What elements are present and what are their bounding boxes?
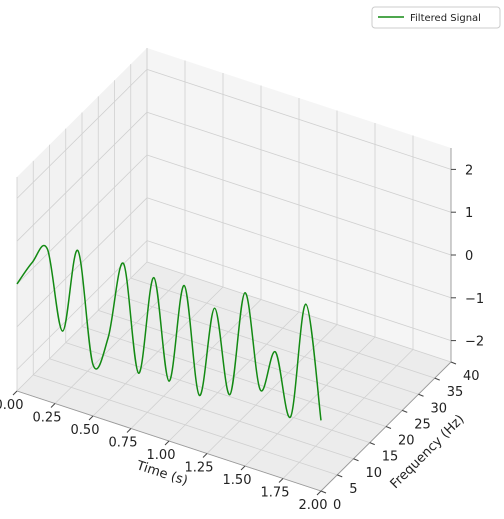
x-tick-mark bbox=[126, 428, 132, 433]
y-tick-mark bbox=[418, 393, 424, 397]
y-tick-mark bbox=[385, 426, 392, 429]
x-tick-label: 2.00 bbox=[299, 498, 328, 513]
grid-line bbox=[146, 111, 452, 213]
grid-line bbox=[146, 240, 452, 341]
x-tick-label: 0.00 bbox=[0, 398, 23, 413]
y-tick-label: 20 bbox=[398, 434, 415, 449]
y-tick-label: 35 bbox=[447, 385, 464, 400]
legend-entry: Filtered Signal bbox=[410, 13, 481, 24]
x-tick-label: 1.75 bbox=[261, 486, 290, 501]
y-tick-label: 30 bbox=[431, 401, 448, 416]
x-tick-mark bbox=[240, 465, 246, 471]
y-tick-label: 5 bbox=[349, 482, 357, 497]
grid-line bbox=[16, 154, 148, 285]
grid-line bbox=[146, 69, 452, 170]
y-tick-mark bbox=[369, 442, 375, 446]
grid-line bbox=[146, 197, 452, 299]
y-tick-mark bbox=[402, 409, 408, 413]
x-tick-label: 1.25 bbox=[185, 461, 214, 476]
x-tick-mark bbox=[88, 415, 94, 421]
x-tick-label: 1.00 bbox=[147, 448, 176, 463]
grid-line bbox=[146, 154, 452, 256]
z-tick-label: 0 bbox=[465, 249, 473, 264]
x-tick-mark bbox=[316, 490, 322, 496]
z-tick-label: 2 bbox=[465, 163, 473, 178]
z-tick-label: −2 bbox=[465, 335, 484, 350]
series-group bbox=[16, 244, 322, 421]
z-axis-ticks: 2 1 0 −1 −2 bbox=[451, 163, 484, 350]
y-tick-label: 0 bbox=[333, 498, 341, 513]
y-tick-label: 40 bbox=[463, 369, 480, 384]
y-tick-label: 15 bbox=[382, 450, 399, 465]
grid-line bbox=[16, 197, 148, 328]
x-tick-mark bbox=[50, 403, 56, 408]
gridlines bbox=[16, 48, 452, 492]
grid-line bbox=[33, 374, 338, 476]
grid-line bbox=[16, 240, 148, 370]
y-tick-mark bbox=[337, 474, 343, 478]
y-tick-mark bbox=[320, 490, 327, 494]
x-tick-mark bbox=[278, 478, 284, 483]
y-tick-label: 25 bbox=[414, 417, 431, 432]
x-tick-label: 0.50 bbox=[71, 423, 100, 438]
x-tick-label: 0.25 bbox=[33, 411, 62, 426]
x-tick-mark bbox=[12, 390, 18, 396]
y-tick-label: 10 bbox=[366, 466, 383, 481]
z-tick-label: 1 bbox=[465, 206, 473, 221]
x-tick-label: 0.75 bbox=[109, 436, 138, 451]
legend-box bbox=[371, 6, 501, 29]
y-tick-mark bbox=[353, 458, 359, 462]
grid-line bbox=[114, 293, 419, 395]
series-line bbox=[16, 244, 322, 421]
grid-line bbox=[16, 111, 148, 242]
grid-line bbox=[16, 69, 148, 199]
grid-line bbox=[146, 261, 452, 363]
x-tick-label: 1.50 bbox=[223, 473, 252, 488]
grid-line bbox=[65, 342, 370, 444]
x-tick-mark bbox=[164, 440, 170, 446]
y-tick-mark bbox=[434, 377, 440, 381]
grid-line bbox=[49, 358, 354, 460]
z-tick-label: −1 bbox=[465, 292, 484, 307]
x-axis-ticks: 0.00 0.25 0.50 0.75 1.00 1.25 1.50 1.75 2.00 bbox=[0, 390, 328, 513]
legend: Filtered Signal bbox=[371, 6, 501, 29]
x-tick-mark bbox=[202, 453, 208, 458]
grid-line bbox=[98, 309, 403, 411]
y-tick-mark bbox=[450, 361, 457, 365]
